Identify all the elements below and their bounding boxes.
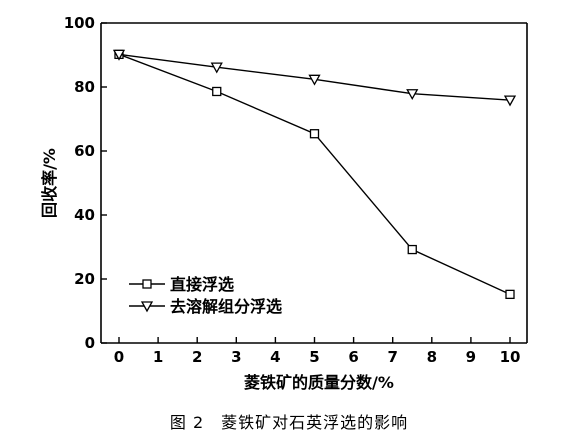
data-point-marker bbox=[212, 86, 222, 97]
y-tick-label: 40 bbox=[74, 206, 95, 224]
data-point-marker bbox=[407, 244, 417, 255]
x-tick-label: 7 bbox=[387, 348, 397, 366]
x-tick-label: 9 bbox=[466, 348, 476, 366]
y-tick-label: 0 bbox=[85, 334, 95, 352]
x-tick-label: 6 bbox=[348, 348, 358, 366]
data-point-marker bbox=[503, 95, 517, 107]
legend-entry: 去溶解组分浮选 bbox=[129, 297, 282, 316]
series-line bbox=[118, 53, 511, 295]
x-tick-label: 0 bbox=[114, 348, 124, 366]
series-layer bbox=[112, 49, 517, 300]
x-axis-title: 菱铁矿的质量分数/% bbox=[244, 373, 394, 392]
y-axis-title: 回收率/% bbox=[40, 148, 59, 218]
data-point-marker bbox=[406, 89, 419, 101]
series-1 bbox=[114, 49, 515, 300]
x-tick-label: 1 bbox=[153, 348, 163, 366]
data-point-marker bbox=[505, 289, 515, 300]
legend-label: 直接浮选 bbox=[170, 275, 234, 294]
x-tick-label: 3 bbox=[231, 348, 241, 366]
legend-marker bbox=[142, 279, 152, 289]
data-point-marker bbox=[112, 49, 126, 61]
x-tick-label: 10 bbox=[500, 348, 521, 366]
legend-label: 去溶解组分浮选 bbox=[170, 297, 282, 316]
data-point-marker bbox=[210, 62, 223, 74]
series-2 bbox=[112, 49, 517, 107]
y-tick-label: 60 bbox=[74, 142, 95, 160]
x-tick-label: 5 bbox=[309, 348, 319, 366]
y-tick-label: 20 bbox=[74, 270, 95, 288]
y-tick-label: 100 bbox=[64, 14, 95, 32]
chart-axes bbox=[100, 22, 528, 344]
data-point-marker bbox=[309, 129, 320, 139]
x-tick-label: 4 bbox=[270, 348, 280, 366]
data-point-marker bbox=[308, 74, 321, 86]
legend-marker bbox=[140, 301, 154, 313]
legend-entry: 直接浮选 bbox=[129, 275, 234, 294]
y-tick-label: 80 bbox=[74, 78, 95, 96]
x-tick-label: 8 bbox=[427, 348, 437, 366]
x-tick-label: 2 bbox=[192, 348, 202, 366]
figure-caption: 图 2 菱铁矿对石英浮选的影响 bbox=[170, 413, 408, 432]
